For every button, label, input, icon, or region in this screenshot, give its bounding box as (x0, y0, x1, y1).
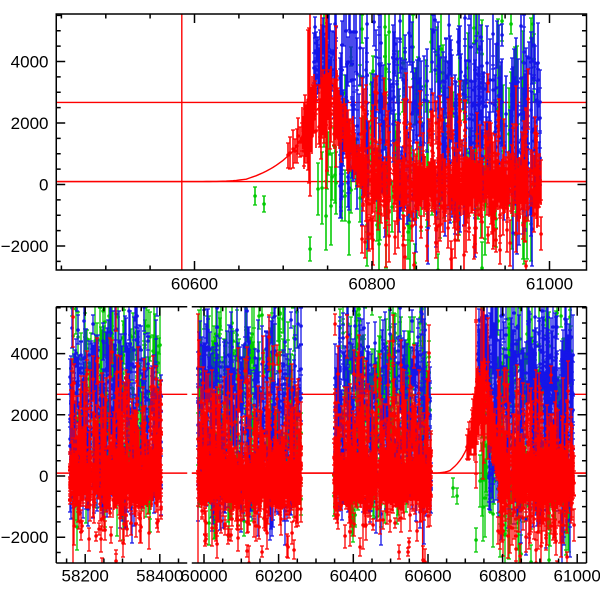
svg-text:0: 0 (39, 467, 48, 486)
svg-text:61000: 61000 (554, 567, 600, 586)
svg-text:0: 0 (39, 176, 48, 195)
svg-text:58400: 58400 (136, 567, 183, 586)
svg-text:58200: 58200 (62, 567, 109, 586)
svg-text:2000: 2000 (11, 114, 49, 133)
svg-text:−2000: −2000 (1, 528, 49, 547)
svg-text:61000: 61000 (526, 275, 573, 294)
svg-text:60600: 60600 (404, 567, 451, 586)
svg-text:60800: 60800 (348, 275, 395, 294)
svg-text:60200: 60200 (255, 567, 302, 586)
svg-text:60000: 60000 (180, 567, 227, 586)
svg-text:2000: 2000 (11, 406, 49, 425)
svg-text:60600: 60600 (171, 275, 218, 294)
svg-text:−2000: −2000 (1, 237, 49, 256)
svg-text:60800: 60800 (479, 567, 526, 586)
svg-text:4000: 4000 (11, 345, 49, 364)
svg-text:60400: 60400 (330, 567, 377, 586)
svg-text:4000: 4000 (11, 53, 49, 72)
